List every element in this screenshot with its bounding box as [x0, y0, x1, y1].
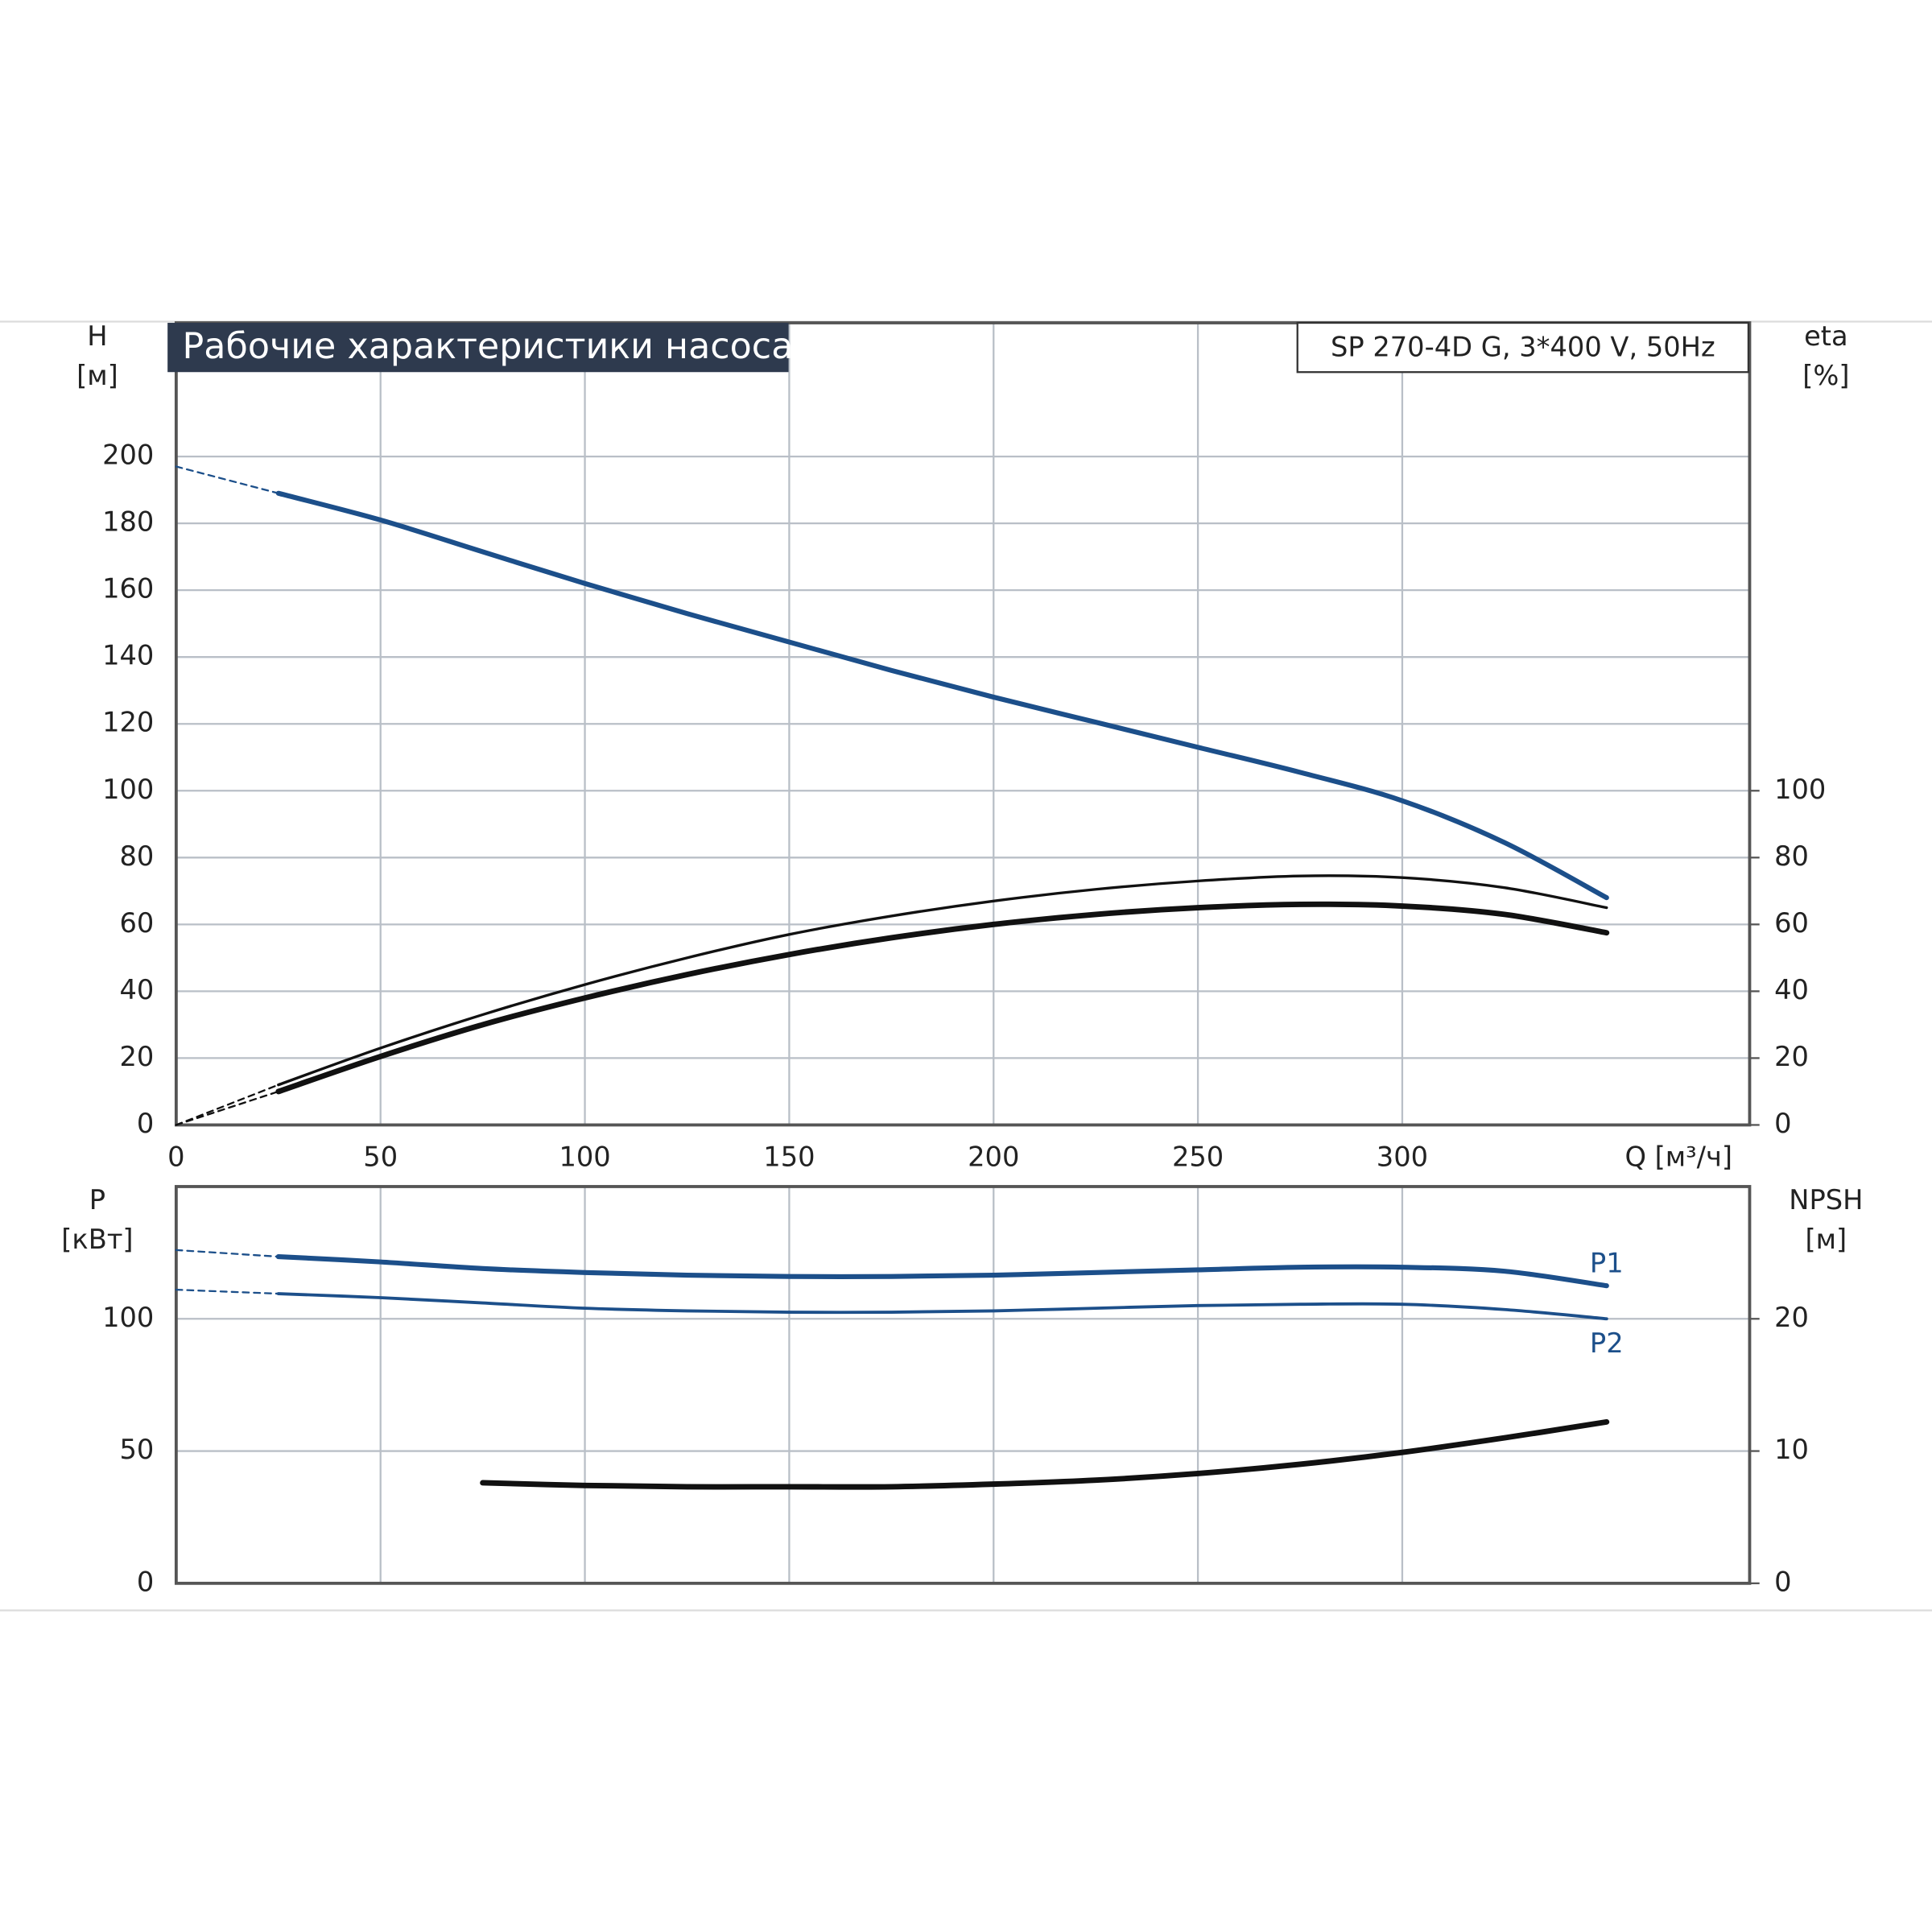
y2-tick-label: 20	[1774, 1041, 1809, 1072]
x-tick-label: 50	[363, 1141, 398, 1172]
y2-tick-label: 10	[1774, 1434, 1809, 1465]
plots: 0 50 100 150 200 250 3000204060801001201401601…	[61, 320, 1863, 1597]
series-line	[480, 1418, 1610, 1490]
model-label: SP 270-4D G, 3*400 V, 50Hz	[1331, 332, 1715, 363]
y-tick-label: 50	[119, 1434, 154, 1465]
y2-axis-label: eta	[1804, 320, 1848, 352]
y-axis-label: [м]	[76, 360, 118, 391]
y2-tick-label: 40	[1774, 974, 1809, 1005]
x-axis-label: Q [м³/ч]	[1624, 1141, 1732, 1172]
title-box	[167, 323, 789, 373]
y2-axis-label: [м]	[1806, 1224, 1847, 1255]
y-tick-label: 100	[102, 1302, 154, 1333]
series-label: P2	[1590, 1327, 1624, 1359]
series-line	[276, 1292, 1608, 1321]
x-tick-label: 300	[1377, 1141, 1428, 1172]
series-line	[175, 1084, 279, 1126]
series-label: P1	[1590, 1248, 1624, 1279]
plot-frame	[174, 321, 1752, 1127]
series-line	[275, 490, 1609, 901]
y-axis-label: P	[89, 1184, 105, 1216]
x-tick-label: 100	[559, 1141, 610, 1172]
x-tick-label: 250	[1172, 1141, 1224, 1172]
y-axis-label: [кВт]	[61, 1224, 133, 1255]
chart-title: Рабочие характеристики насоса	[183, 326, 794, 367]
y-tick-label: 20	[119, 1041, 154, 1072]
plot-frame	[174, 1185, 1752, 1585]
series-line	[175, 1090, 279, 1126]
y2-tick-label: 80	[1774, 840, 1809, 872]
series-line	[175, 465, 279, 494]
x-tick-label: 0	[167, 1141, 184, 1172]
series-line	[275, 901, 1610, 1095]
series-line	[175, 1288, 279, 1295]
series-line	[175, 1249, 279, 1258]
y-tick-label: 60	[119, 907, 154, 939]
y-tick-label: 40	[119, 974, 154, 1005]
y-tick-label: 120	[102, 707, 154, 738]
y-axis-label: H	[87, 320, 107, 352]
y-tick-label: 160	[102, 573, 154, 605]
y2-axis-label: NPSH	[1789, 1184, 1863, 1216]
y2-tick-label: 0	[1774, 1566, 1791, 1597]
y-tick-label: 0	[137, 1566, 154, 1597]
y2-tick-label: 0	[1774, 1108, 1791, 1139]
y2-tick-label: 60	[1774, 907, 1809, 939]
x-tick-label: 200	[968, 1141, 1019, 1172]
y2-tick-label: 20	[1774, 1302, 1809, 1333]
y-tick-label: 180	[102, 506, 154, 538]
x-tick-label: 150	[763, 1141, 815, 1172]
y2-axis-label: [%]	[1802, 360, 1849, 391]
y-tick-label: 0	[137, 1108, 154, 1139]
y-tick-label: 80	[119, 840, 154, 872]
y-tick-label: 140	[102, 640, 154, 671]
series-line	[277, 874, 1608, 1087]
y-tick-label: 200	[102, 440, 154, 471]
model-box	[1296, 321, 1750, 374]
series-line	[275, 1253, 1609, 1289]
y-tick-label: 100	[102, 774, 154, 805]
y2-tick-label: 100	[1774, 774, 1826, 805]
